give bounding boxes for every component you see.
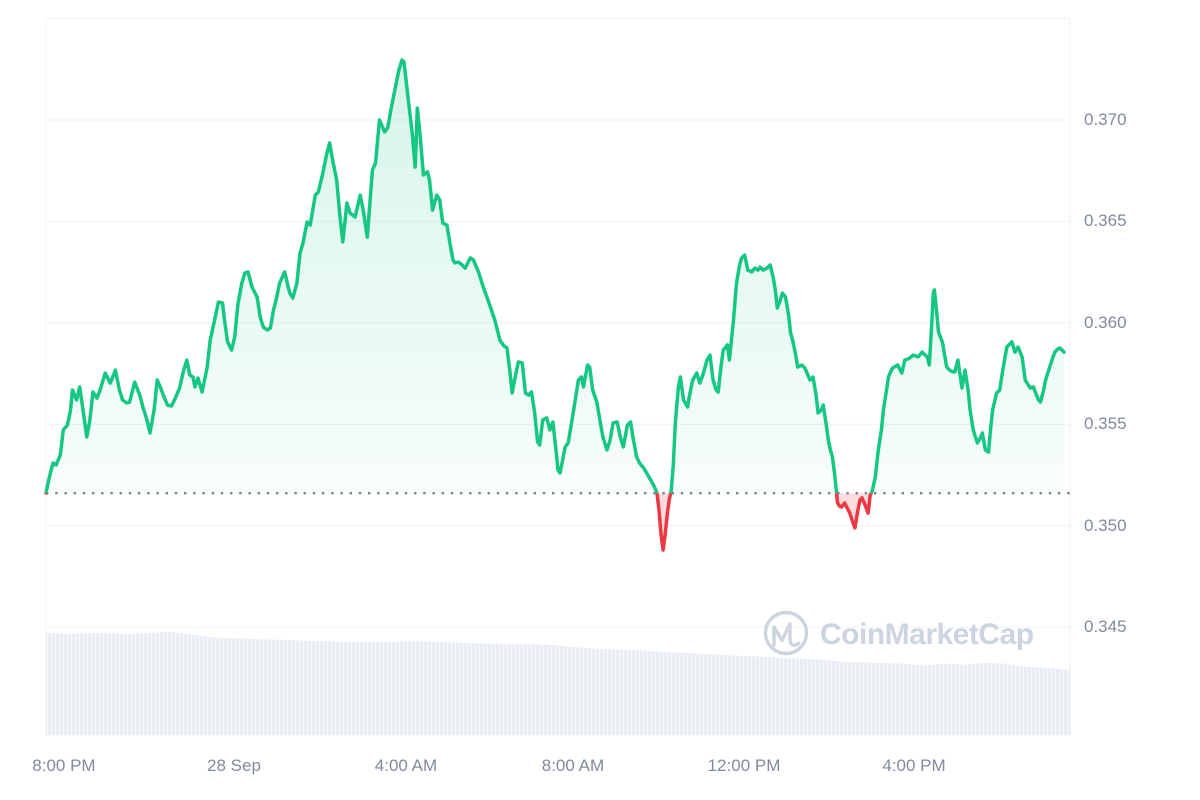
price-area-fill [46,60,1064,550]
price-line [44,58,1066,552]
price-axis-label: 0.350 [1084,515,1127,535]
time-axis-label: 28 Sep [207,756,261,775]
watermark-text: CoinMarketCap [820,618,1034,651]
price-axis-label: 0.360 [1084,312,1127,332]
volume-area [46,632,1070,735]
coinmarketcap-logo-icon [763,610,809,656]
time-axis-label: 8:00 AM [541,756,605,775]
time-axis-label: 8:00 PM [32,756,96,775]
coinmarketcap-watermark: CoinMarketCap [763,610,1034,656]
price-axis-label: 0.345 [1084,617,1127,637]
time-axis-label: 4:00 PM [882,756,946,775]
time-axis-label: 12:00 PM [707,756,781,775]
price-axis-label: 0.370 [1084,110,1127,130]
price-axis-label: 0.355 [1084,414,1127,434]
price-axis-label: 0.365 [1084,211,1127,231]
time-axis-label: 4:00 AM [374,756,438,775]
